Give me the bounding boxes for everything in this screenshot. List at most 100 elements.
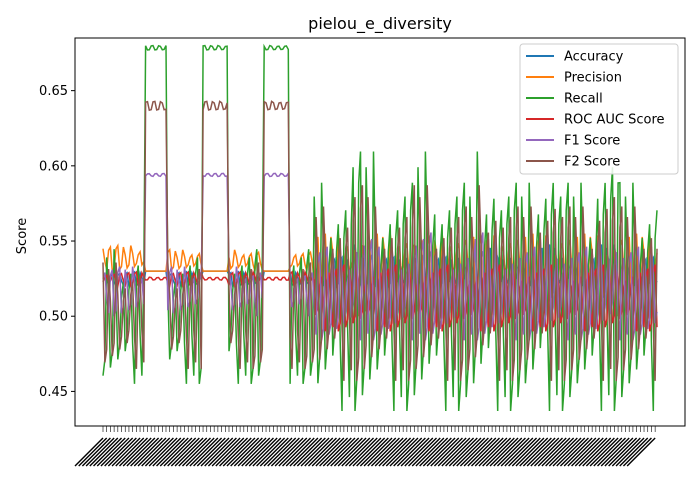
x-tick-label xyxy=(252,437,282,467)
legend-entry: Precision xyxy=(564,71,622,86)
x-tick-label xyxy=(585,437,615,467)
x-tick-label xyxy=(448,437,478,467)
x-tick-label xyxy=(400,437,430,467)
x-tick-label xyxy=(289,437,319,467)
x-tick-label xyxy=(526,437,556,467)
x-tick-label xyxy=(408,437,438,467)
x-tick-label xyxy=(341,437,371,467)
x-tick-label xyxy=(485,437,515,467)
x-tick-label xyxy=(411,437,441,467)
x-tick-label xyxy=(330,437,360,467)
plot-frame xyxy=(74,37,686,427)
x-tick-label xyxy=(274,437,304,467)
x-tick-label xyxy=(89,437,119,467)
y-tick-label: 0.45 xyxy=(39,385,68,400)
x-tick-label xyxy=(493,437,523,467)
x-tick-label xyxy=(504,437,534,467)
x-tick-label xyxy=(226,437,256,467)
y-tick-label: 0.55 xyxy=(39,235,68,250)
legend-box xyxy=(519,43,679,175)
y-tick-label: 0.60 xyxy=(39,159,68,174)
x-tick-label xyxy=(345,437,375,467)
x-tick-label xyxy=(385,437,415,467)
x-tick-label xyxy=(107,437,137,467)
x-tick-label xyxy=(352,437,382,467)
x-ticks xyxy=(74,426,656,467)
x-tick-label xyxy=(200,437,230,467)
x-tick-label xyxy=(337,437,367,467)
x-tick-label xyxy=(178,437,208,467)
x-tick-label xyxy=(181,437,211,467)
x-tick-label xyxy=(571,437,601,467)
x-tick-label xyxy=(537,437,567,467)
x-tick-label xyxy=(382,437,412,467)
x-tick-label xyxy=(296,437,326,467)
x-tick-label xyxy=(285,437,315,467)
x-tick-label xyxy=(608,437,638,467)
x-tick-label xyxy=(193,437,223,467)
x-tick-label xyxy=(482,437,512,467)
x-tick-label xyxy=(189,437,219,467)
legend-entry: ROC AUC Score xyxy=(564,113,665,128)
x-tick-label xyxy=(589,437,619,467)
x-tick-label xyxy=(356,437,386,467)
x-tick-label xyxy=(152,437,182,467)
x-tick-label xyxy=(556,437,586,467)
x-tick-label xyxy=(467,437,497,467)
x-tick-label xyxy=(626,437,656,467)
x-tick-label xyxy=(122,437,152,467)
x-tick-label xyxy=(111,437,141,467)
x-tick-label xyxy=(419,437,449,467)
x-tick-label xyxy=(159,437,189,467)
x-tick-label xyxy=(144,437,174,467)
x-tick-label xyxy=(404,437,434,467)
x-tick-label xyxy=(307,437,337,467)
x-tick-label xyxy=(304,437,334,467)
x-tick-label xyxy=(259,437,289,467)
legend: Accuracy Precision Recall ROC AUC Score F1 S… xyxy=(519,43,679,175)
x-tick-label xyxy=(300,437,330,467)
x-tick-label xyxy=(78,437,108,467)
x-tick-label xyxy=(248,437,278,467)
x-tick-label xyxy=(500,437,530,467)
x-tick-label xyxy=(552,437,582,467)
x-tick-label xyxy=(267,437,297,467)
x-tick-label xyxy=(219,437,249,467)
x-tick-label xyxy=(137,437,167,467)
y-ticks: 0.45 0.50 0.55 0.60 0.65 xyxy=(39,84,75,400)
x-tick-label xyxy=(441,437,471,467)
x-tick-label xyxy=(204,437,234,467)
x-tick-label xyxy=(534,437,563,467)
x-tick-label xyxy=(545,437,575,467)
x-tick-label xyxy=(548,437,578,467)
x-tick-label xyxy=(396,437,426,467)
x-tick-label xyxy=(96,437,126,467)
x-tick-label xyxy=(415,437,445,467)
x-tick-label xyxy=(85,437,115,467)
x-tick-label xyxy=(541,437,571,467)
x-tick-label xyxy=(170,437,200,467)
x-tick-label xyxy=(244,437,274,467)
x-tick-label xyxy=(619,437,649,467)
x-tick-label xyxy=(233,437,263,467)
x-tick-label xyxy=(422,437,452,467)
x-tick-label xyxy=(185,437,215,467)
x-tick-label xyxy=(315,437,345,467)
x-tick-label xyxy=(104,437,134,467)
x-tick-label xyxy=(519,437,549,467)
x-tick-label xyxy=(389,437,419,467)
x-tick-label xyxy=(433,437,463,467)
x-tick-label xyxy=(615,437,645,467)
x-tick-label xyxy=(167,437,197,467)
x-tick-label xyxy=(311,437,341,467)
x-tick-label xyxy=(211,437,241,467)
x-tick-label xyxy=(574,437,604,467)
x-tick-label xyxy=(174,437,204,467)
x-tick-label xyxy=(426,437,456,467)
x-tick-label xyxy=(263,437,293,467)
x-tick-label xyxy=(319,437,349,467)
x-tick-label xyxy=(141,437,171,467)
x-tick-label xyxy=(452,437,482,467)
x-tick-label xyxy=(611,437,641,467)
